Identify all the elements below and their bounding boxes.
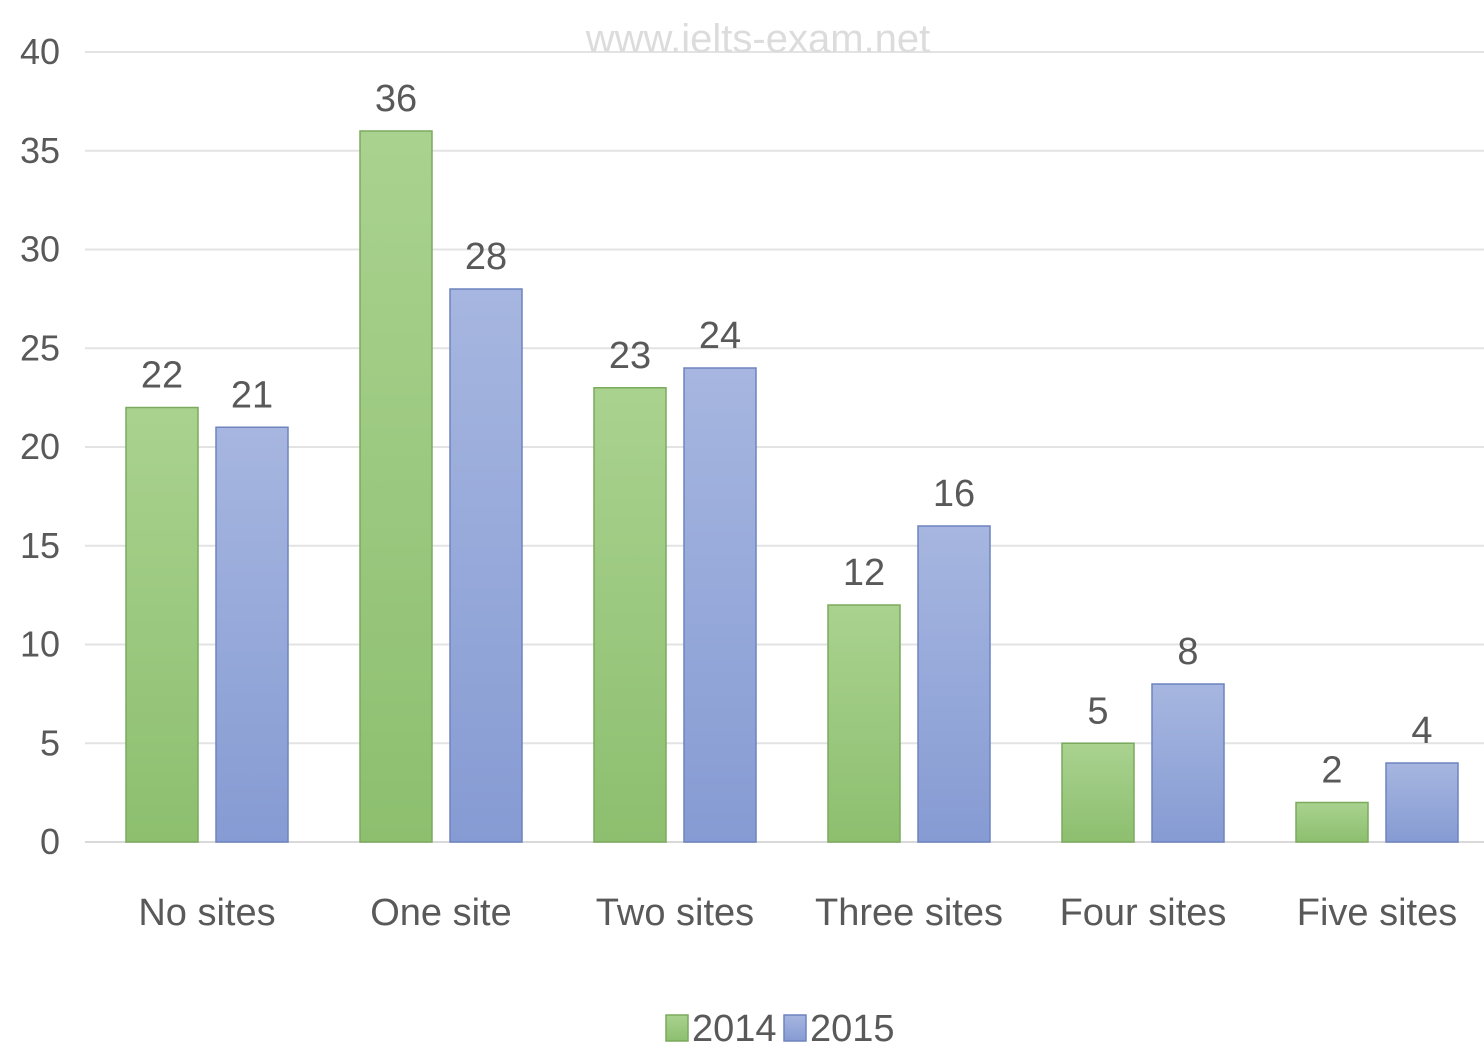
bar-2014-one-site: [359, 130, 433, 843]
y-tick-label: 30: [20, 229, 60, 270]
data-label: 22: [141, 355, 183, 397]
bar-2014-five-sites: [1295, 801, 1369, 843]
legend-swatch-2015: [783, 1014, 807, 1042]
legend: 2014 2015: [665, 1008, 895, 1050]
data-label: 28: [465, 236, 507, 278]
category-label: Four sites: [1060, 892, 1227, 934]
bar-2014-four-sites: [1061, 742, 1135, 843]
data-label: 16: [933, 473, 975, 515]
data-label: 24: [699, 315, 741, 357]
bar-2015-one-site: [449, 288, 523, 843]
bar-2015-two-sites: [683, 367, 757, 843]
category-label: No sites: [138, 892, 275, 934]
y-tick-label: 10: [20, 624, 60, 665]
bar-2014-three-sites: [827, 604, 901, 843]
y-axis-ticks: 0 5 10 15 20 25 30 35 40: [20, 31, 60, 862]
data-label: 5: [1087, 690, 1108, 732]
data-label: 4: [1411, 710, 1432, 752]
data-label: 36: [375, 78, 417, 120]
legend-label: 2014: [692, 1008, 777, 1050]
data-label: 23: [609, 335, 651, 377]
bar-2015-no-sites: [215, 426, 289, 843]
bar-2015-five-sites: [1385, 762, 1459, 843]
category-label: Two sites: [596, 892, 754, 934]
gridlines: [85, 51, 1484, 843]
category-label: One site: [370, 892, 512, 934]
y-tick-label: 35: [20, 130, 60, 171]
legend-swatch-2014: [665, 1014, 689, 1042]
bar-2015-four-sites: [1151, 683, 1225, 843]
data-label: 12: [843, 552, 885, 594]
y-tick-label: 5: [40, 722, 60, 763]
bars: [125, 130, 1459, 843]
category-label: Five sites: [1297, 892, 1457, 934]
legend-label: 2015: [810, 1008, 895, 1050]
y-tick-label: 25: [20, 327, 60, 368]
watermark-text: www.ielts-exam.net: [585, 17, 931, 61]
category-label: Three sites: [815, 892, 1003, 934]
bar-2015-three-sites: [917, 525, 991, 843]
x-axis-categories: No sites One site Two sites Three sites Four…: [138, 892, 1457, 934]
y-tick-label: 20: [20, 426, 60, 467]
y-tick-label: 15: [20, 525, 60, 566]
bar-2014-two-sites: [593, 387, 667, 843]
data-label: 21: [231, 374, 273, 416]
data-label: 2: [1321, 750, 1342, 792]
y-tick-label: 0: [40, 821, 60, 862]
y-tick-label: 40: [20, 31, 60, 72]
data-label: 8: [1177, 631, 1198, 673]
bar-2014-no-sites: [125, 406, 199, 843]
